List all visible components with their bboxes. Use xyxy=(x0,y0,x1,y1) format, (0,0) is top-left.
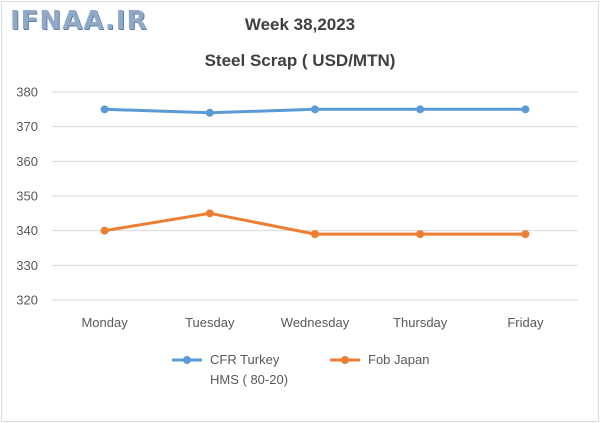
y-tick-label: 360 xyxy=(16,154,38,169)
y-axis-ticks: 320 330 340 350 360 370 380 xyxy=(16,85,38,308)
data-point xyxy=(205,209,214,218)
y-tick-label: 370 xyxy=(16,119,38,134)
legend-label: HMS ( 80-20) xyxy=(210,372,288,387)
legend-marker xyxy=(341,356,349,364)
data-point xyxy=(100,105,109,114)
x-tick-label: Friday xyxy=(507,315,544,330)
chart-title: Week 38,2023 xyxy=(245,15,355,34)
legend: CFR Turkey HMS ( 80-20) Fob Japan xyxy=(172,352,429,387)
legend-label: CFR Turkey xyxy=(210,352,280,367)
series-layer xyxy=(100,105,530,239)
gridlines xyxy=(52,91,578,301)
data-point xyxy=(416,105,425,114)
y-tick-label: 380 xyxy=(16,85,38,100)
y-tick-label: 330 xyxy=(16,258,38,273)
legend-marker xyxy=(183,356,191,364)
chart-subtitle: Steel Scrap ( USD/MTN) xyxy=(205,51,396,70)
y-tick-label: 320 xyxy=(16,293,38,308)
x-tick-label: Monday xyxy=(81,315,128,330)
x-tick-label: Tuesday xyxy=(185,315,235,330)
legend-label: Fob Japan xyxy=(368,352,429,367)
data-point xyxy=(311,230,319,239)
data-point xyxy=(311,105,319,114)
data-point xyxy=(416,230,425,239)
watermark-logo: IFNAA.IR xyxy=(10,6,148,36)
x-tick-label: Thursday xyxy=(393,315,448,330)
x-tick-label: Wednesday xyxy=(281,315,350,330)
y-tick-label: 340 xyxy=(16,223,38,238)
data-point xyxy=(521,105,530,114)
data-point xyxy=(205,108,214,117)
data-point xyxy=(100,226,109,235)
y-tick-label: 350 xyxy=(16,189,38,204)
data-point xyxy=(521,230,530,239)
x-axis-ticks: Monday Tuesday Wednesday Thursday Friday xyxy=(81,315,543,330)
